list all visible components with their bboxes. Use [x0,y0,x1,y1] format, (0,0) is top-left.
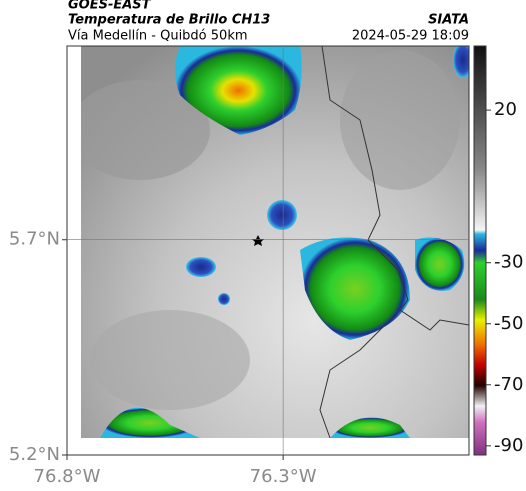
colorbar [473,45,487,456]
timestamp: 2024-05-29 18:09 [352,29,469,44]
location-marker [252,235,264,246]
colorbar-tick-label: 20 [494,99,517,120]
x-tick-label: 76.3°W [250,466,317,487]
product-title: Temperatura de Brillo CH13 [68,13,270,28]
satellite-name: GOES-EAST [68,0,152,13]
region: Vía Medellín - Quibdó 50km [68,29,248,44]
y-tick-label: 5.2°N [9,444,60,465]
colorbar-tick-label: -70 [494,374,523,395]
colorbar-tick-label: -30 [494,252,523,273]
colorbar-tick-label: -50 [494,313,523,334]
x-tick-label: 76.8°W [34,466,101,487]
map-frame [66,45,470,456]
satellite-image [81,46,469,438]
colorbar-tick-label: -90 [494,435,523,456]
organization: SIATA [428,13,469,28]
y-tick-label: 5.7°N [9,229,60,250]
